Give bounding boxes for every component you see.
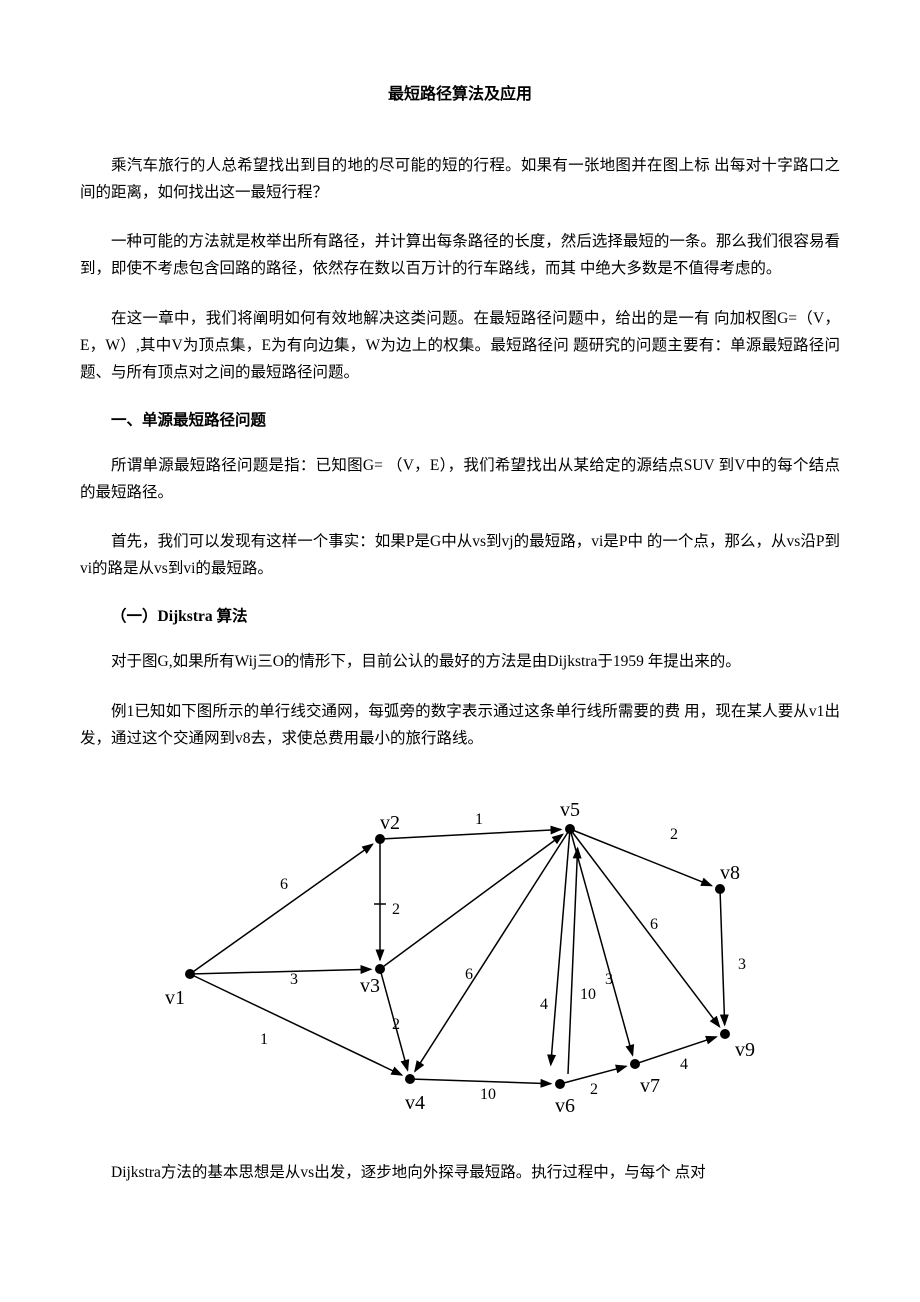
- paragraph: 所谓单源最短路径问题是指：已知图G= （V，E），我们希望找出从某给定的源结点S…: [80, 452, 840, 506]
- graph-edge: [720, 889, 725, 1025]
- edge-weight-label: 6: [280, 876, 288, 893]
- edge-weight-label: 4: [540, 996, 548, 1013]
- node-label: v2: [380, 812, 400, 834]
- graph-edge: [410, 1079, 551, 1084]
- graph-edge: [570, 829, 633, 1055]
- graph-node: [375, 964, 385, 974]
- graph-edge: [635, 1037, 716, 1064]
- edge-weight-label: 2: [670, 826, 678, 843]
- document-page: 最短路径算法及应用 乘汽车旅行的人总希望找出到目的地的尽可能的短的行程。如果有一…: [0, 0, 920, 1268]
- graph-node: [630, 1059, 640, 1069]
- graph-edge: [380, 834, 563, 969]
- node-label: v9: [735, 1039, 755, 1061]
- section-heading: 一、单源最短路径问题: [80, 408, 840, 430]
- graph-node: [720, 1029, 730, 1039]
- network-graph-figure: 6 3 1 2 2 1 6 4 10 3 6 2 10 2 4 3 v1 v2 v3 v4 v5 v6 v7 v8 v9: [80, 774, 840, 1129]
- edge-weight-label: 3: [290, 971, 298, 988]
- edge-weight-label: 3: [738, 956, 746, 973]
- paragraph: 乘汽车旅行的人总希望找出到目的地的尽可能的短的行程。如果有一张地图并在图上标 出…: [80, 152, 840, 206]
- edge-weight-label: 4: [680, 1056, 688, 1073]
- paragraph: 对于图G,如果所有Wij三O的情形下，目前公认的最好的方法是由Dijkstra于…: [80, 648, 840, 675]
- edge-weight-label: 10: [480, 1086, 496, 1103]
- graph-node: [185, 969, 195, 979]
- graph-node: [405, 1074, 415, 1084]
- network-graph: 6 3 1 2 2 1 6 4 10 3 6 2 10 2 4 3 v1 v2 v3 v4 v5 v6 v7 v8 v9: [130, 774, 790, 1124]
- paragraph: 首先，我们可以发现有这样一个事实：如果P是G中从vs到vj的最短路，vi是P中 …: [80, 528, 840, 582]
- paragraph: 在这一章中，我们将阐明如何有效地解决这类问题。在最短路径问题中，给出的是一有 向…: [80, 305, 840, 386]
- graph-edge: [190, 969, 371, 974]
- node-label: v7: [640, 1075, 660, 1097]
- graph-edge: [568, 848, 578, 1074]
- edge-weight-label: 3: [605, 971, 613, 988]
- subsection-heading: （一）Dijkstra 算法: [80, 604, 840, 626]
- edge-weight-label: 6: [465, 966, 473, 983]
- graph-edge: [190, 844, 373, 974]
- graph-node: [375, 834, 385, 844]
- edge-weight-label: 1: [475, 811, 483, 828]
- graph-node: [555, 1079, 565, 1089]
- edge-weight-label: 10: [580, 986, 596, 1003]
- edge-weight-label: 1: [260, 1031, 268, 1048]
- node-label: v3: [360, 975, 380, 997]
- graph-edge: [551, 829, 570, 1065]
- edge-weight-label: 2: [590, 1081, 598, 1098]
- paragraph: Dijkstra方法的基本思想是从vs出发，逐步地向外探寻最短路。执行过程中，与…: [80, 1159, 840, 1186]
- edge-weight-label: 6: [650, 916, 658, 933]
- edge-weight-label: 2: [392, 901, 400, 918]
- graph-edge: [415, 829, 570, 1071]
- graph-edge: [380, 829, 561, 839]
- node-label: v1: [165, 987, 185, 1009]
- node-label: v6: [555, 1095, 575, 1117]
- graph-node: [565, 824, 575, 834]
- node-label: v8: [720, 862, 740, 884]
- edge-weight-label: 2: [392, 1016, 400, 1033]
- graph-node: [715, 884, 725, 894]
- node-label: v4: [405, 1092, 425, 1114]
- document-title: 最短路径算法及应用: [80, 80, 840, 104]
- paragraph: 例1已知如下图所示的单行线交通网，每弧旁的数字表示通过这条单行线所需要的费 用，…: [80, 698, 840, 752]
- node-label: v5: [560, 799, 580, 821]
- paragraph: 一种可能的方法就是枚举出所有路径，并计算出每条路径的长度，然后选择最短的一条。那…: [80, 228, 840, 282]
